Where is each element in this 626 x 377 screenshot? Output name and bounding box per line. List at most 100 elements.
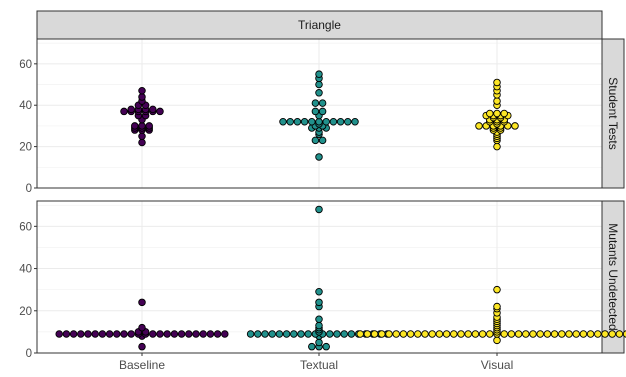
data-point-textual — [304, 330, 312, 338]
data-point-textual — [318, 99, 327, 107]
data-point-visual — [615, 330, 624, 338]
data-point-visual — [493, 97, 501, 105]
panel-mutants-undetected-strip-label: Mutants Undetected — [606, 223, 620, 330]
data-point-visual — [586, 330, 595, 338]
data-point-textual — [329, 118, 338, 126]
data-point-textual — [308, 342, 316, 351]
data-point-visual — [486, 330, 494, 338]
data-point-textual — [261, 330, 269, 338]
data-point-visual — [450, 330, 458, 338]
data-point-textual — [315, 153, 323, 161]
data-point-textual — [315, 118, 323, 126]
data-point-visual — [536, 330, 544, 338]
data-point-textual — [315, 80, 323, 89]
data-point-visual — [594, 330, 602, 338]
data-point-baseline — [163, 330, 171, 338]
data-point-baseline — [221, 330, 229, 338]
data-point-visual — [406, 330, 415, 338]
data-point-visual — [500, 109, 508, 118]
data-point-textual — [351, 118, 359, 126]
data-point-textual — [275, 330, 284, 338]
data-point-textual — [311, 107, 320, 116]
data-point-baseline — [131, 122, 139, 130]
data-point-baseline — [138, 86, 146, 95]
data-point-baseline — [138, 93, 146, 101]
data-point-textual — [315, 321, 323, 330]
data-point-visual — [493, 302, 501, 311]
data-point-visual — [421, 330, 429, 338]
y-tick-label: 20 — [19, 142, 32, 154]
y-tick-label: 60 — [19, 221, 32, 233]
data-point-baseline — [62, 330, 71, 338]
y-tick-label: 0 — [26, 348, 32, 360]
data-point-baseline — [206, 330, 215, 338]
data-point-visual — [622, 330, 626, 338]
data-point-textual — [268, 330, 276, 338]
data-point-textual — [315, 205, 323, 214]
data-point-textual — [315, 338, 323, 347]
data-point-baseline — [105, 330, 114, 338]
data-point-visual — [514, 330, 523, 338]
data-point-baseline — [138, 132, 146, 141]
data-point-textual — [322, 342, 330, 351]
data-point-baseline — [185, 330, 193, 338]
data-point-textual — [282, 330, 291, 338]
data-point-baseline — [145, 122, 153, 130]
data-point-textual — [308, 118, 316, 126]
data-point-visual — [392, 330, 400, 338]
data-point-textual — [311, 99, 320, 107]
x-tick-label-baseline: Baseline — [119, 358, 165, 372]
data-point-visual — [493, 285, 501, 294]
data-point-visual — [529, 330, 537, 338]
data-point-baseline — [177, 330, 186, 338]
data-point-visual — [493, 109, 501, 118]
y-tick-label: 0 — [26, 183, 32, 195]
data-point-visual — [464, 330, 472, 338]
data-point-baseline — [84, 330, 92, 338]
data-point-baseline — [127, 330, 135, 338]
data-point-textual — [315, 288, 323, 296]
data-point-textual — [300, 118, 309, 126]
data-point-visual — [572, 330, 580, 338]
data-point-visual — [493, 142, 501, 151]
data-point-visual — [471, 330, 480, 338]
data-point-baseline — [55, 330, 63, 338]
data-point-textual — [333, 330, 341, 338]
data-point-baseline — [91, 330, 99, 338]
data-point-baseline — [192, 330, 200, 338]
data-point-visual — [558, 330, 566, 338]
data-point-textual — [286, 118, 294, 126]
data-point-textual — [344, 118, 352, 126]
y-tick-label: 40 — [19, 264, 32, 276]
data-point-baseline — [149, 105, 157, 114]
panel-mutants-undetected-strip — [601, 200, 625, 354]
data-point-visual — [428, 330, 436, 338]
data-point-textual — [293, 118, 302, 126]
data-point-baseline — [127, 105, 135, 114]
data-point-visual — [370, 330, 379, 338]
data-point-baseline — [213, 330, 222, 338]
data-point-baseline — [138, 122, 146, 130]
data-point-visual — [486, 109, 494, 118]
data-point-baseline — [138, 342, 146, 351]
panel-student-tests-strip — [601, 38, 625, 189]
x-tick-label-textual: Textual — [300, 358, 338, 372]
data-point-visual — [493, 78, 501, 87]
data-point-visual — [414, 330, 422, 338]
data-point-baseline — [98, 330, 107, 338]
y-tick-label: 40 — [19, 100, 32, 112]
data-point-textual — [315, 70, 323, 78]
data-point-baseline — [149, 330, 157, 338]
panel-student-tests-strip-label: Student Tests — [606, 77, 620, 150]
data-point-visual — [385, 330, 393, 338]
data-point-textual — [336, 118, 345, 126]
data-point-textual — [326, 330, 334, 338]
data-point-baseline — [138, 298, 146, 307]
data-point-textual — [322, 118, 330, 126]
data-point-textual — [347, 330, 356, 338]
data-point-visual — [507, 330, 516, 338]
data-point-textual — [279, 118, 287, 126]
data-point-visual — [475, 122, 483, 130]
data-point-textual — [318, 107, 327, 116]
